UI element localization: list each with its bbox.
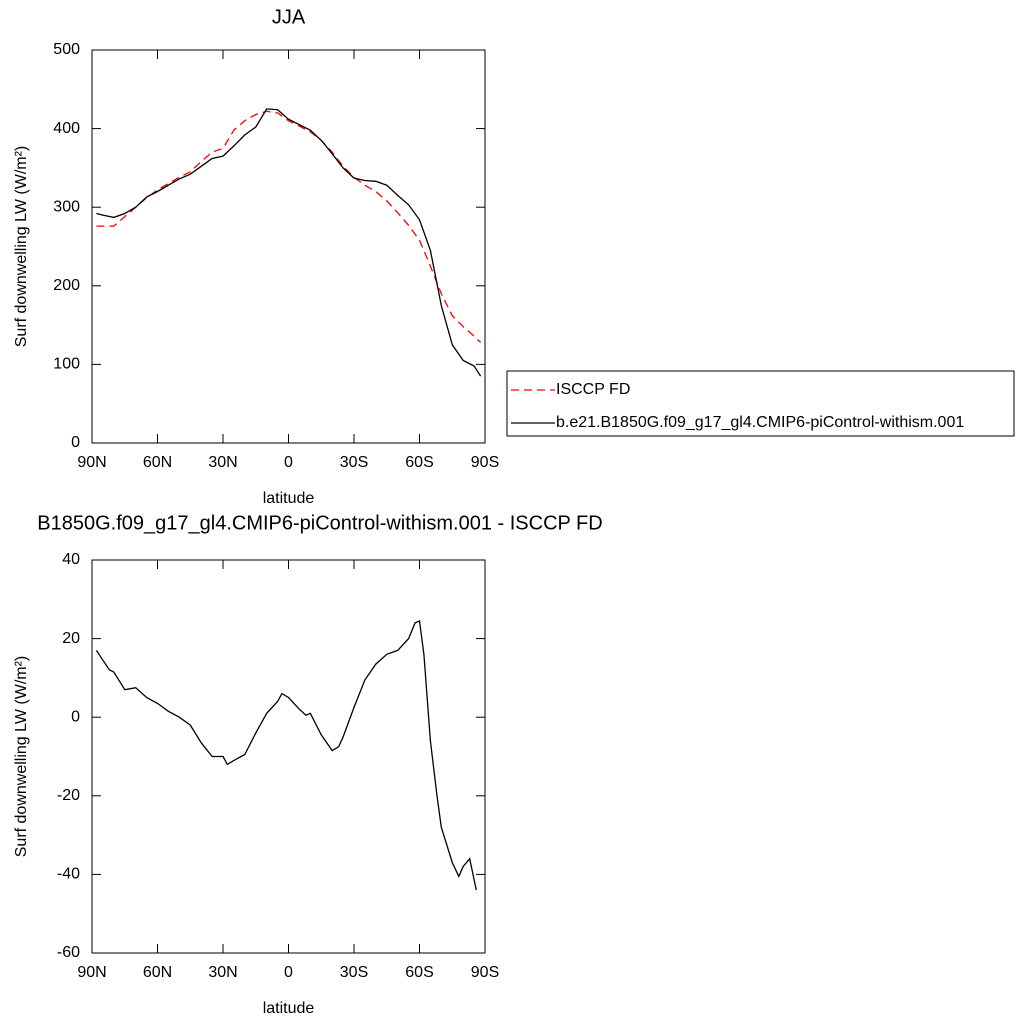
y-tick-label: 400 <box>53 120 80 137</box>
x-tick-label: 90N <box>77 964 106 981</box>
y-tick-label: -40 <box>57 866 80 883</box>
legend-box <box>506 370 1015 437</box>
x-tick-label: 60N <box>143 964 172 981</box>
y-tick-label: 300 <box>53 198 80 215</box>
y-tick-label: 0 <box>71 434 80 451</box>
plot-frame <box>91 559 486 954</box>
y-tick-label: -20 <box>57 787 80 804</box>
x-tick-label: 90S <box>471 454 499 471</box>
data-line <box>96 108 482 377</box>
data-line <box>96 110 482 343</box>
x-tick-label: 30N <box>208 454 237 471</box>
x-tick-label: 30S <box>340 964 368 981</box>
x-tick-label: 0 <box>284 964 293 981</box>
x-tick-label: 30N <box>208 964 237 981</box>
legend-label: ISCCP FD <box>556 381 630 398</box>
x-axis-label: latitude <box>263 1000 315 1017</box>
y-axis-label: Surf downwelling LW (W/m²) <box>13 656 30 858</box>
x-tick-label: 60N <box>143 454 172 471</box>
y-tick-label: 20 <box>62 630 80 647</box>
y-tick-label: 0 <box>71 708 80 725</box>
y-tick-label: 500 <box>53 41 80 58</box>
x-tick-label: 0 <box>284 454 293 471</box>
x-tick-label: 60S <box>405 964 433 981</box>
chart-title: B1850G.f09_g17_gl4.CMIP6-piControl-withi… <box>37 512 602 534</box>
y-tick-label: 200 <box>53 277 80 294</box>
legend-label: b.e21.B1850G.f09_g17_gl4.CMIP6-piControl… <box>556 414 964 431</box>
y-tick-label: -60 <box>57 944 80 961</box>
chart-title: JJA <box>272 6 306 28</box>
y-axis-label: Surf downwelling LW (W/m²) <box>13 146 30 348</box>
y-tick-label: 40 <box>62 551 80 568</box>
x-tick-label: 90S <box>471 964 499 981</box>
plot-frame <box>91 49 486 444</box>
y-tick-label: 100 <box>53 356 80 373</box>
x-axis-label: latitude <box>263 490 315 507</box>
x-tick-label: 30S <box>340 454 368 471</box>
x-tick-label: 60S <box>405 454 433 471</box>
data-line <box>95 619 477 891</box>
x-tick-label: 90N <box>77 454 106 471</box>
